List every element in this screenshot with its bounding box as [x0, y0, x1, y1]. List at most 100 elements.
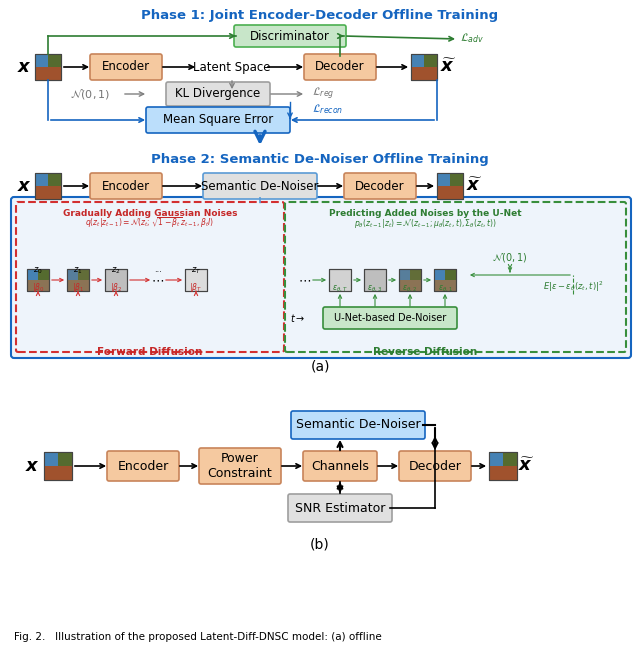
Text: $E|\epsilon-\epsilon_\theta(z_t,t)|^2$: $E|\epsilon-\epsilon_\theta(z_t,t)|^2$ — [543, 279, 604, 294]
Text: $p_\theta(z_{t-1}|z_t)=\mathcal{N}(z_{t-1};\mu_\theta(z_t,t),\Sigma_\theta(z_t,t: $p_\theta(z_{t-1}|z_t)=\mathcal{N}(z_{t-… — [354, 217, 497, 229]
Bar — [411, 54, 437, 80]
Text: (a): (a) — [310, 359, 330, 373]
Text: $q(z_t|z_{t-1})=\mathcal{N}(z_t;\sqrt{1-\beta_t}z_{t-1},\beta_t I)$: $q(z_t|z_{t-1})=\mathcal{N}(z_t;\sqrt{1-… — [86, 215, 214, 231]
Text: $\boldsymbol{x}$: $\boldsymbol{x}$ — [17, 177, 31, 195]
Bar — [105, 269, 127, 291]
Text: $|\beta_0$: $|\beta_0$ — [32, 281, 44, 294]
Text: $|\beta_2$: $|\beta_2$ — [110, 281, 122, 294]
Bar — [35, 173, 61, 199]
Text: $\mathcal{L}_{recon}$: $\mathcal{L}_{recon}$ — [312, 102, 343, 116]
Bar — [399, 269, 410, 280]
Text: $\mathcal{L}_{adv}$: $\mathcal{L}_{adv}$ — [460, 31, 484, 45]
Text: Mean Square Error: Mean Square Error — [163, 114, 273, 127]
FancyBboxPatch shape — [90, 173, 162, 199]
Bar — [411, 54, 437, 80]
Bar — [44, 452, 58, 466]
Bar — [44, 452, 72, 480]
Text: $z_T$: $z_T$ — [191, 265, 201, 276]
Text: $\cdots$: $\cdots$ — [298, 274, 312, 287]
Bar — [44, 466, 72, 480]
FancyBboxPatch shape — [303, 451, 377, 481]
FancyBboxPatch shape — [90, 54, 162, 80]
Text: $\mathcal{N}(0,1)$: $\mathcal{N}(0,1)$ — [492, 251, 528, 264]
Bar — [489, 452, 503, 466]
Text: Predicting Added Noises by the U-Net: Predicting Added Noises by the U-Net — [329, 208, 522, 217]
Text: $t\rightarrow$: $t\rightarrow$ — [290, 312, 305, 324]
Bar — [38, 269, 49, 280]
Bar — [399, 269, 421, 291]
Text: Phase 1: Joint Encoder-Decoder Offline Training: Phase 1: Joint Encoder-Decoder Offline T… — [141, 10, 499, 22]
Text: $\boldsymbol{x}$: $\boldsymbol{x}$ — [24, 457, 40, 475]
Bar — [35, 173, 61, 199]
Text: $\widetilde{\boldsymbol{x}}$: $\widetilde{\boldsymbol{x}}$ — [518, 457, 534, 475]
Bar — [424, 54, 437, 67]
Bar — [489, 452, 517, 480]
Text: U-Net-based De-Noiser: U-Net-based De-Noiser — [334, 313, 446, 323]
Bar — [364, 269, 386, 291]
FancyBboxPatch shape — [199, 448, 281, 484]
Bar — [329, 269, 351, 291]
Bar — [78, 269, 89, 280]
Text: $|\beta_1$: $|\beta_1$ — [72, 281, 84, 294]
Text: $\boldsymbol{x}$: $\boldsymbol{x}$ — [17, 58, 31, 76]
Text: $\mathcal{L}_{reg}$: $\mathcal{L}_{reg}$ — [312, 86, 335, 103]
Text: $\epsilon_{\theta,T}$: $\epsilon_{\theta,T}$ — [332, 284, 348, 294]
Bar — [185, 269, 207, 291]
FancyBboxPatch shape — [107, 451, 179, 481]
Text: Phase 2: Semantic De-Noiser Offline Training: Phase 2: Semantic De-Noiser Offline Trai… — [151, 153, 489, 167]
Bar — [411, 54, 424, 67]
FancyBboxPatch shape — [203, 173, 317, 199]
Bar — [364, 269, 386, 291]
Bar — [437, 173, 463, 199]
Bar — [185, 269, 207, 291]
Text: $\widetilde{\boldsymbol{x}}$: $\widetilde{\boldsymbol{x}}$ — [466, 177, 482, 195]
Text: Semantic De-Noiser: Semantic De-Noiser — [296, 419, 420, 432]
Text: KL Divergence: KL Divergence — [175, 88, 260, 101]
Text: $\mathcal{N}(0,1)$: $\mathcal{N}(0,1)$ — [70, 87, 110, 101]
Bar — [67, 269, 78, 280]
Text: Decoder: Decoder — [355, 180, 405, 193]
Bar — [58, 452, 72, 466]
Text: Decoder: Decoder — [408, 460, 461, 473]
FancyBboxPatch shape — [166, 82, 270, 106]
Bar — [434, 269, 456, 291]
Bar — [48, 173, 61, 186]
Bar — [434, 269, 456, 291]
Bar — [27, 269, 49, 291]
Bar — [503, 452, 517, 466]
Text: Semantic De-Noiser: Semantic De-Noiser — [201, 180, 319, 193]
Bar — [35, 67, 61, 80]
Text: $z_1$: $z_1$ — [73, 265, 83, 276]
FancyBboxPatch shape — [399, 451, 471, 481]
Text: Encoder: Encoder — [102, 61, 150, 74]
FancyBboxPatch shape — [11, 197, 631, 358]
Bar — [105, 269, 127, 291]
FancyBboxPatch shape — [234, 25, 346, 47]
Bar — [489, 452, 517, 480]
Text: Channels: Channels — [311, 460, 369, 473]
Text: Forward Diffusion: Forward Diffusion — [97, 347, 203, 357]
Text: (b): (b) — [310, 538, 330, 552]
Text: Discriminator: Discriminator — [250, 29, 330, 42]
Text: $z_2$: $z_2$ — [111, 265, 121, 276]
Bar — [411, 67, 437, 80]
Text: Decoder: Decoder — [315, 61, 365, 74]
Bar — [489, 466, 517, 480]
Text: $\cdots$: $\cdots$ — [152, 274, 164, 287]
Bar — [35, 54, 61, 80]
Bar — [48, 54, 61, 67]
FancyBboxPatch shape — [288, 494, 392, 522]
Text: Gradually Adding Gaussian Noises: Gradually Adding Gaussian Noises — [63, 208, 237, 217]
Text: $\widetilde{\boldsymbol{x}}$: $\widetilde{\boldsymbol{x}}$ — [440, 58, 456, 76]
FancyBboxPatch shape — [291, 411, 425, 439]
Bar — [35, 173, 48, 186]
FancyBboxPatch shape — [304, 54, 376, 80]
Text: $|\beta_T$: $|\beta_T$ — [189, 281, 202, 294]
Text: Fig. 2.   Illustration of the proposed Latent-Diff-DNSC model: (a) offline: Fig. 2. Illustration of the proposed Lat… — [14, 632, 381, 642]
Bar — [44, 452, 72, 480]
Bar — [35, 54, 48, 67]
Bar — [35, 54, 61, 80]
Bar — [450, 173, 463, 186]
Text: Reverse Diffusion: Reverse Diffusion — [373, 347, 477, 357]
Bar — [67, 269, 89, 291]
